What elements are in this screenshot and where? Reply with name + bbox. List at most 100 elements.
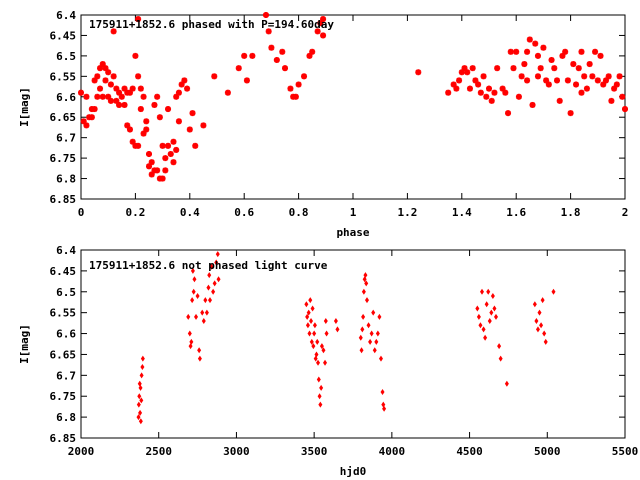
phased-plot-frame — [80, 14, 626, 200]
unphased-data-point — [551, 288, 556, 295]
phased-data-point — [543, 77, 550, 84]
unphased-data-point — [335, 326, 340, 333]
phased-y-axis-label: I[mag] — [18, 87, 31, 127]
unphased-data-point — [206, 284, 211, 291]
phased-data-point — [143, 118, 150, 125]
unphased-data-point — [211, 288, 216, 295]
phased-data-point — [524, 48, 531, 55]
phased-x-tick-label: 1.2 — [397, 206, 417, 219]
phased-y-tick-label: 6.6 — [56, 91, 76, 104]
phased-data-point — [113, 97, 120, 104]
phased-data-point — [116, 101, 123, 108]
unphased-data-point — [377, 313, 382, 320]
phased-data-point — [175, 89, 182, 96]
phased-data-point — [513, 48, 520, 55]
phased-data-point — [181, 77, 188, 84]
unphased-data-point — [215, 251, 220, 258]
phased-data-point — [78, 89, 84, 96]
phased-data-point — [94, 73, 101, 80]
phased-data-point — [295, 81, 302, 88]
phased-x-tick-label: 1 — [350, 206, 357, 219]
unphased-data-point — [186, 313, 191, 320]
unphased-data-point — [543, 338, 548, 345]
unphased-data-point — [478, 322, 483, 329]
phased-data-point — [99, 61, 106, 68]
phased-data-point — [554, 77, 560, 84]
phased-data-point — [262, 12, 269, 18]
phased-data-point — [167, 151, 174, 158]
phased-data-point — [529, 101, 536, 108]
phased-y-tick-label: 6.4 — [56, 9, 76, 22]
phased-data-point — [551, 65, 558, 72]
phased-data-point — [491, 89, 498, 96]
phased-data-point — [132, 52, 139, 59]
unphased-data-point — [214, 259, 219, 266]
unphased-data-point — [305, 313, 310, 320]
phased-data-point — [301, 73, 308, 80]
phased-data-point — [589, 73, 596, 80]
phased-x-axis-label: phase — [336, 226, 369, 239]
phased-data-point — [83, 93, 90, 100]
unphased-plot-frame — [80, 249, 626, 439]
unphased-data-point — [480, 288, 485, 295]
phased-data-point — [466, 85, 473, 92]
unphased-y-tick-label: 6.75 — [50, 390, 77, 403]
phased-data-point — [548, 56, 555, 63]
phased-data-point — [592, 48, 599, 55]
phased-data-point — [241, 52, 248, 59]
unphased-data-point — [317, 393, 322, 400]
unphased-data-point — [360, 326, 365, 333]
phased-x-tick-label: 0 — [78, 206, 85, 219]
unphased-data-point — [138, 409, 143, 416]
unphased-data-point — [315, 338, 320, 345]
phased-data-point — [483, 93, 490, 100]
phased-y-tick-label: 6.55 — [50, 70, 77, 83]
unphased-data-point — [362, 276, 367, 283]
unphased-data-point — [197, 355, 202, 362]
unphased-data-point — [537, 309, 542, 316]
unphased-chart-title: 175911+1852.6 not phased light curve — [89, 259, 328, 272]
phased-data-point — [619, 93, 626, 100]
unphased-data-point — [359, 347, 364, 354]
phased-data-point — [165, 142, 172, 149]
unphased-y-tick-label: 6.55 — [50, 307, 77, 320]
unphased-data-point — [191, 288, 196, 295]
phased-data-point — [118, 93, 125, 100]
unphased-data-point — [313, 355, 318, 362]
phased-y-tick-label: 6.65 — [50, 111, 77, 124]
phased-data-point — [268, 44, 275, 51]
phased-data-point — [243, 77, 250, 84]
phased-data-point — [154, 167, 161, 174]
phased-data-point — [320, 32, 327, 39]
phased-data-point — [608, 97, 615, 104]
unphased-data-point — [542, 330, 547, 337]
unphased-data-point — [361, 288, 366, 295]
unphased-data-point — [200, 309, 205, 316]
unphased-data-point — [308, 297, 313, 304]
phased-data-point — [613, 81, 620, 88]
phased-data-point — [545, 81, 552, 88]
phased-data-point — [129, 85, 136, 92]
unphased-x-tick-label: 5000 — [534, 445, 561, 458]
phased-data-point — [583, 85, 590, 92]
unphased-data-point — [310, 305, 315, 312]
unphased-data-point — [139, 372, 144, 379]
unphased-data-point — [382, 405, 387, 412]
unphased-data-point — [140, 363, 145, 370]
phased-data-point — [170, 159, 177, 166]
unphased-data-point — [208, 297, 213, 304]
unphased-data-point — [316, 359, 321, 366]
unphased-data-point — [319, 343, 324, 350]
phased-data-point — [477, 89, 484, 96]
unphased-data-point — [207, 272, 212, 279]
phased-y-tick-label: 6.7 — [56, 132, 76, 145]
unphased-data-point — [309, 338, 314, 345]
phased-data-point — [105, 69, 112, 76]
phased-data-point — [137, 85, 144, 92]
unphased-data-point — [307, 330, 312, 337]
unphased-data-point — [366, 322, 371, 329]
phased-y-ticks: 6.4 6.45 6.5 6.55 6.6 6.65 6.7 6.75 6.8 6.85 — [50, 9, 625, 206]
unphased-data-point — [323, 359, 328, 366]
phased-data-point — [156, 114, 163, 121]
